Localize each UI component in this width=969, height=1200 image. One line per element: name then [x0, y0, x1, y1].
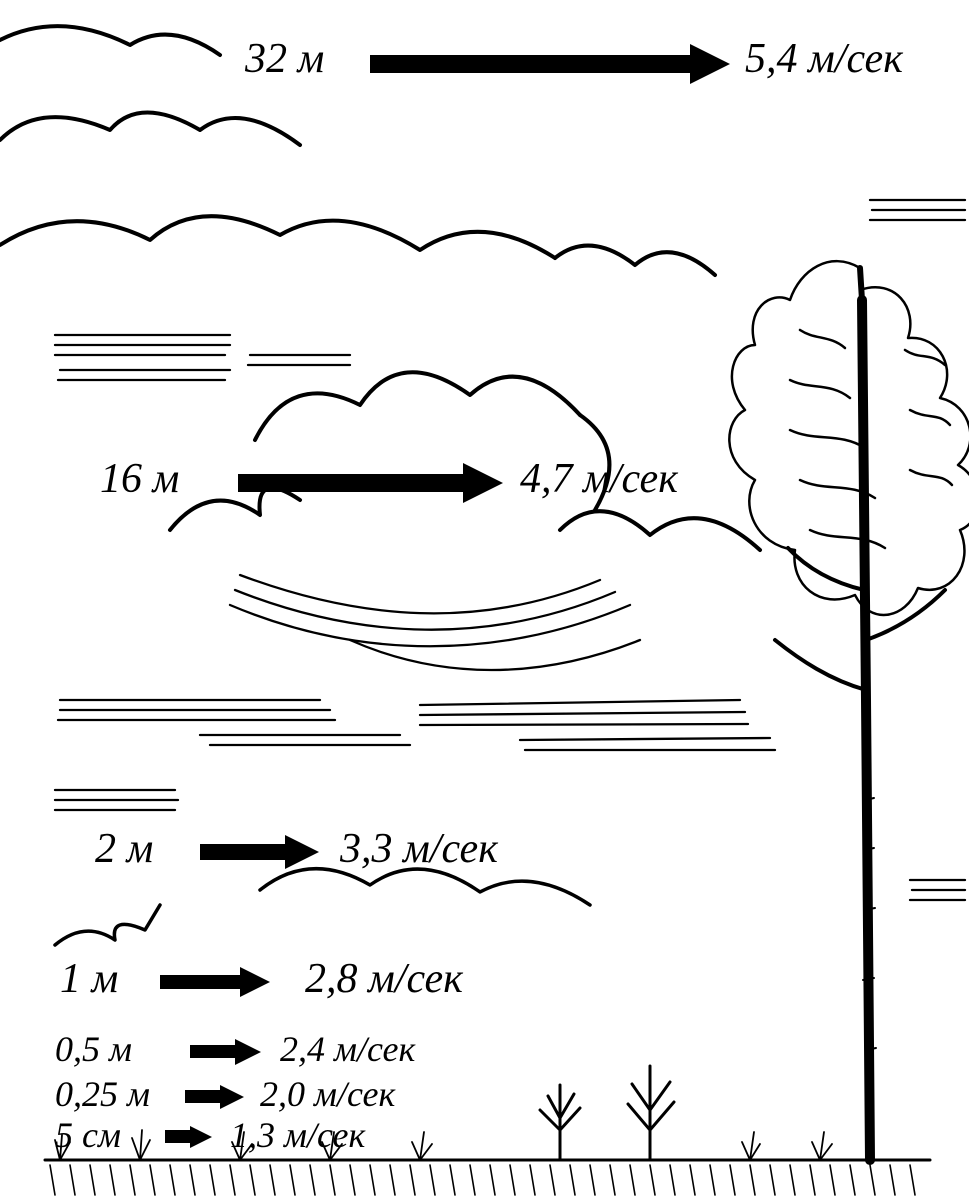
- height-label-05m: 0,5 м: [55, 1028, 132, 1070]
- arrow-1m: [160, 975, 240, 989]
- height-label-025m: 0,25 м: [55, 1073, 150, 1115]
- speed-label-16m: 4,7 м/сек: [520, 455, 678, 503]
- height-label-2m: 2 м: [95, 825, 153, 873]
- height-label-16m: 16 м: [100, 455, 179, 503]
- height-label-5cm: 5 см: [55, 1114, 121, 1156]
- arrow-32m: [370, 55, 690, 73]
- height-label-1m: 1 м: [60, 955, 118, 1003]
- arrow-025m: [185, 1090, 220, 1103]
- speed-label-05m: 2,4 м/сек: [280, 1028, 415, 1070]
- arrow-5cm: [165, 1130, 190, 1143]
- speed-label-2m: 3,3 м/сек: [340, 825, 498, 873]
- speed-label-025m: 2,0 м/сек: [260, 1073, 395, 1115]
- speed-label-1m: 2,8 м/сек: [305, 955, 463, 1003]
- arrow-16m: [238, 474, 463, 492]
- speed-label-32m: 5,4 м/сек: [745, 35, 903, 83]
- arrow-05m: [190, 1045, 235, 1058]
- speed-label-5cm: 1,3 м/сек: [230, 1114, 365, 1156]
- wind-profile-diagram: 32 м 5,4 м/сек 16 м 4,7 м/сек 2 м 3,3 м/…: [0, 0, 969, 1200]
- arrow-2m: [200, 844, 285, 860]
- height-label-32m: 32 м: [245, 35, 324, 83]
- illustration-layer: [0, 0, 969, 1200]
